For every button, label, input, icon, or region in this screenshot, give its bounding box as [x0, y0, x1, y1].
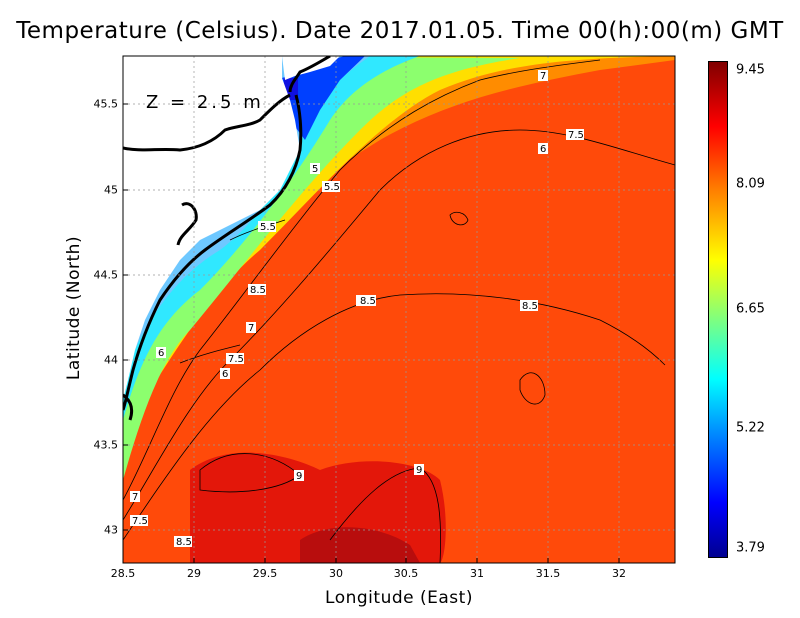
- contour-label: 5: [310, 163, 320, 175]
- colorbar-tick-label: 5.22: [736, 420, 765, 436]
- svg-text:7.5: 7.5: [228, 354, 244, 365]
- svg-text:5.5: 5.5: [260, 222, 276, 233]
- y-tick-label: 43.5: [93, 438, 119, 452]
- contour-label: 7: [538, 70, 548, 82]
- y-axis-label: Latitude (North): [64, 235, 84, 381]
- warmest-core: [300, 527, 420, 563]
- svg-text:8.5: 8.5: [176, 537, 192, 548]
- y-tick-label: 44.5: [93, 268, 119, 282]
- contour-label: 7.5: [130, 515, 148, 527]
- svg-text:5: 5: [312, 164, 318, 175]
- svg-text:6: 6: [222, 369, 228, 380]
- x-tick-label: 28.5: [110, 567, 136, 580]
- svg-text:7: 7: [540, 71, 546, 82]
- depth-label: Z = 2.5 m: [146, 92, 264, 113]
- contour-label: 8.5: [248, 284, 266, 296]
- svg-text:7: 7: [248, 323, 254, 334]
- colorbar-tick-label: 8.09: [736, 176, 765, 192]
- svg-text:8.5: 8.5: [360, 296, 376, 307]
- contour-label: 8.5: [174, 536, 192, 548]
- contour-label: 6: [156, 347, 166, 359]
- plot-frame: [122, 55, 676, 564]
- colorbar: [708, 61, 728, 558]
- svg-text:5.5: 5.5: [324, 182, 340, 193]
- svg-text:8.5: 8.5: [522, 301, 538, 312]
- svg-text:7: 7: [132, 492, 138, 503]
- contour-label: 7.5: [226, 353, 244, 365]
- x-axis-label: Longitude (East): [325, 588, 473, 608]
- contour-label: 7.5: [566, 129, 584, 141]
- contour-lines: [123, 59, 675, 563]
- axis-tick-marks: [123, 103, 620, 563]
- svg-text:7.5: 7.5: [132, 516, 148, 527]
- map-grid: [123, 56, 675, 563]
- contour-label: 5.5: [322, 181, 340, 193]
- y-tick-label: 44: [104, 353, 118, 367]
- contour-label: 9: [414, 464, 424, 476]
- contour-label: 7: [130, 491, 140, 503]
- contour-label-group: 5 5.5 5.5 6 6 6 7 7 7 7.5 7.5 7.5 8 8.5 …: [130, 70, 584, 548]
- contour-label: 9: [294, 470, 304, 482]
- map-title: Temperature (Celsius). Date 2017.01.05. …: [16, 18, 784, 44]
- x-tick-label: 29.5: [252, 567, 278, 580]
- svg-text:9: 9: [416, 465, 422, 476]
- svg-text:8.5: 8.5: [250, 285, 266, 296]
- svg-text:6: 6: [158, 348, 164, 359]
- colorbar-tick-label: 9.45: [736, 62, 765, 78]
- contour-label: 8.5: [358, 295, 376, 307]
- colorbar-tick-label: 6.65: [736, 301, 765, 317]
- x-tick-label: 30.5: [393, 567, 419, 580]
- contour-label: 6: [220, 368, 230, 380]
- y-tick-label: 45.5: [93, 97, 119, 111]
- svg-text:6: 6: [540, 144, 546, 155]
- land-area: [123, 56, 300, 400]
- colorbar-tick-label: 3.79: [736, 540, 765, 556]
- contour-label: 7: [246, 322, 256, 334]
- x-tick-label: 29: [187, 567, 201, 580]
- contour-label: 8.5: [520, 300, 538, 312]
- x-tick-label: 32: [612, 567, 626, 580]
- coastline: [123, 56, 331, 421]
- cold-water-patch: [282, 56, 365, 140]
- x-tick-label: 31: [470, 567, 484, 580]
- x-tick-label: 31.5: [535, 567, 561, 580]
- x-tick-label: 30: [329, 567, 343, 580]
- y-tick-label: 45: [104, 183, 118, 197]
- contour-label: 5.5: [258, 221, 276, 233]
- contour-label: 6: [538, 143, 548, 155]
- svg-text:9: 9: [296, 471, 302, 482]
- svg-text:7.5: 7.5: [568, 130, 584, 141]
- y-tick-label: 43: [104, 523, 118, 537]
